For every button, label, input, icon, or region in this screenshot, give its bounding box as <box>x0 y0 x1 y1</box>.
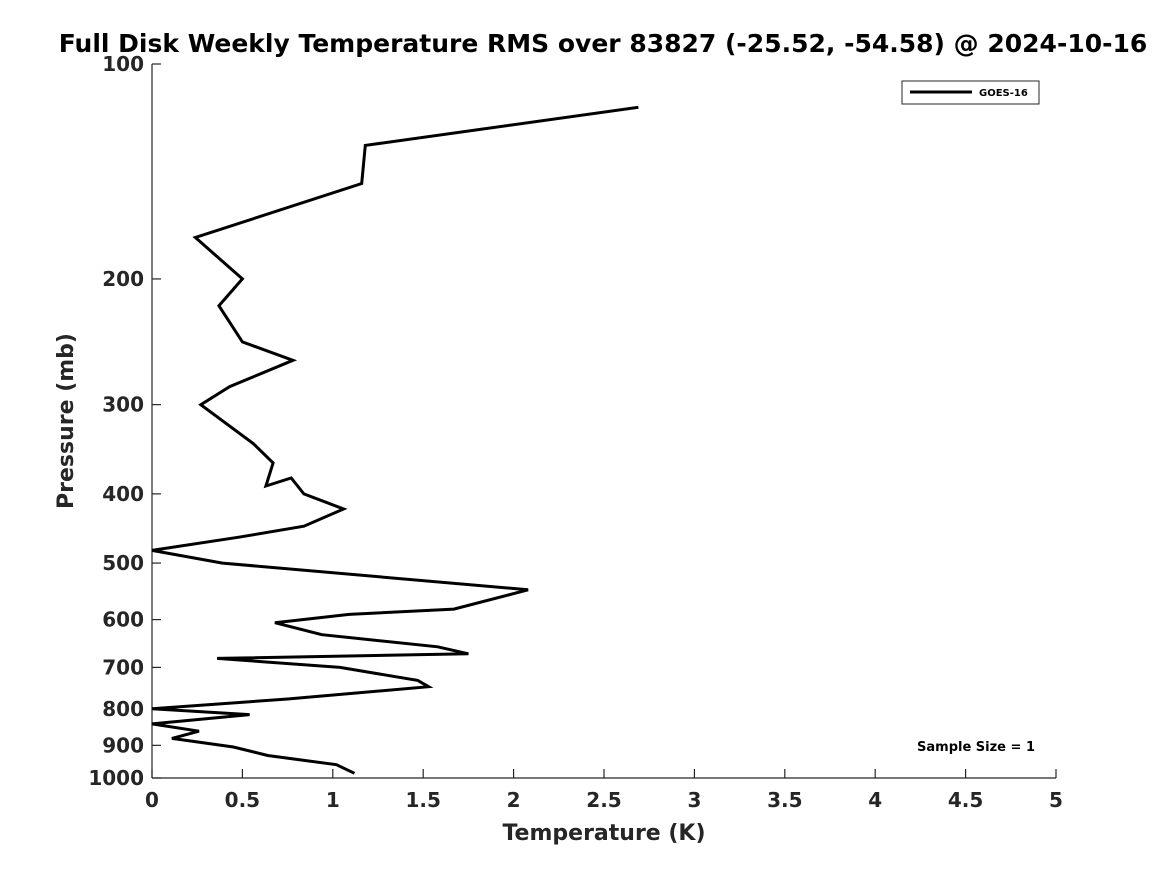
y-tick-label: 400 <box>102 482 144 506</box>
series-line-goes-16 <box>151 105 639 775</box>
sample-size-annotation: Sample Size = 1 <box>917 740 1035 755</box>
legend-label-goes-16: GOES-16 <box>979 88 1028 99</box>
x-tick-label: 2 <box>507 788 521 812</box>
plot-area: 0 0.5 1 1.5 2 2.5 3 3.5 4 4.5 5 100 200 300 400 500 600… <box>88 52 1063 812</box>
y-tick-label: 300 <box>102 393 144 417</box>
y-tick-label: 600 <box>102 608 144 632</box>
x-axis-label: Temperature (K) <box>502 821 705 846</box>
y-tick-label: 100 <box>102 52 144 76</box>
x-tick-label: 1.5 <box>405 788 440 812</box>
x-axis-ticks: 0 0.5 1 1.5 2 2.5 3 3.5 4 4.5 5 <box>145 769 1063 812</box>
x-tick-label: 5 <box>1049 788 1063 812</box>
y-tick-label: 200 <box>102 267 144 291</box>
y-tick-label: 1000 <box>88 766 144 790</box>
x-tick-label: 0.5 <box>225 788 260 812</box>
y-axis-ticks: 100 200 300 400 500 600 700 800 900 1000 <box>88 52 161 790</box>
y-tick-label: 700 <box>102 655 144 679</box>
y-tick-label: 900 <box>102 733 144 757</box>
y-tick-label: 800 <box>102 697 144 721</box>
y-axis-label: Pressure (mb) <box>54 333 79 509</box>
x-tick-label: 3 <box>687 788 701 812</box>
y-tick-label: 500 <box>102 551 144 575</box>
x-tick-label: 1 <box>326 788 340 812</box>
x-tick-label: 4.5 <box>948 788 983 812</box>
x-tick-label: 0 <box>145 788 159 812</box>
x-tick-label: 3.5 <box>767 788 802 812</box>
legend: GOES-16 <box>901 80 1040 105</box>
x-tick-label: 2.5 <box>586 788 621 812</box>
chart-title: Full Disk Weekly Temperature RMS over 83… <box>59 29 1148 58</box>
x-tick-label: 4 <box>868 788 882 812</box>
